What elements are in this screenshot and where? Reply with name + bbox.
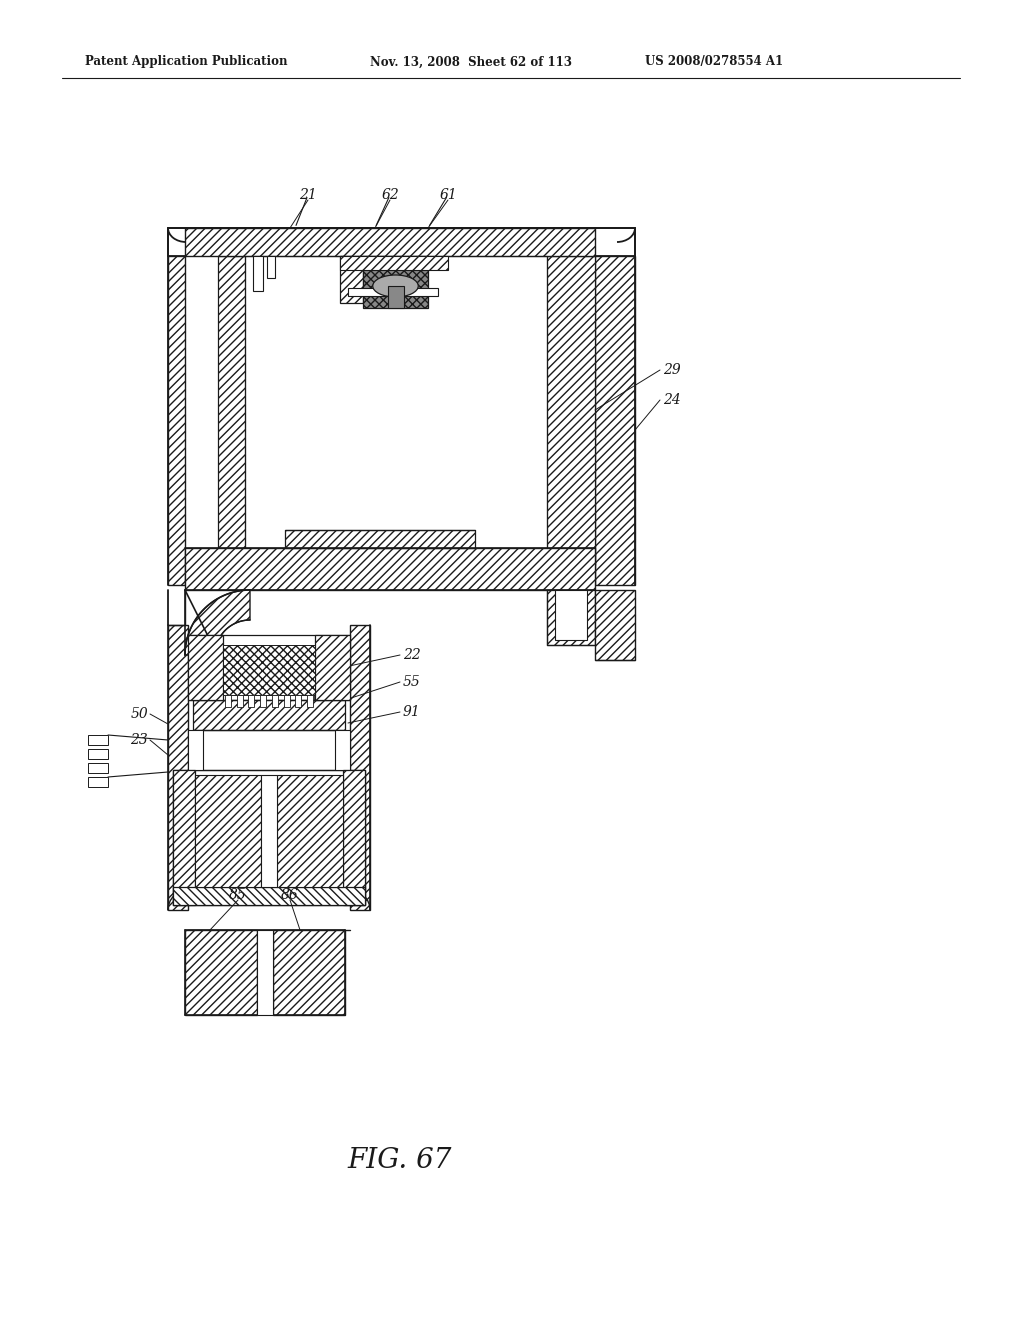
Bar xyxy=(387,286,403,308)
Text: FIG. 67: FIG. 67 xyxy=(348,1147,453,1173)
Polygon shape xyxy=(315,635,350,700)
Bar xyxy=(267,256,275,279)
Text: 61: 61 xyxy=(439,187,457,202)
Polygon shape xyxy=(188,635,223,700)
Polygon shape xyxy=(348,288,438,296)
Bar xyxy=(88,763,108,774)
Polygon shape xyxy=(278,775,343,887)
Polygon shape xyxy=(173,887,365,906)
Bar xyxy=(257,931,273,1015)
Bar xyxy=(225,696,231,708)
Text: 62: 62 xyxy=(381,187,399,202)
Text: 24: 24 xyxy=(663,393,681,407)
Polygon shape xyxy=(185,931,257,1015)
Polygon shape xyxy=(340,256,362,304)
Polygon shape xyxy=(350,624,370,909)
Text: US 2008/0278554 A1: US 2008/0278554 A1 xyxy=(645,55,783,69)
Polygon shape xyxy=(195,775,261,887)
Polygon shape xyxy=(595,256,635,585)
Polygon shape xyxy=(185,548,595,590)
Text: 91: 91 xyxy=(403,705,421,719)
Text: 29: 29 xyxy=(663,363,681,378)
Polygon shape xyxy=(168,624,188,909)
Text: 21: 21 xyxy=(299,187,316,202)
Bar xyxy=(295,696,301,708)
Polygon shape xyxy=(335,730,350,770)
Text: 85: 85 xyxy=(229,888,247,902)
Polygon shape xyxy=(273,931,345,1015)
Bar xyxy=(307,696,313,708)
Polygon shape xyxy=(595,590,635,660)
Bar xyxy=(260,696,266,708)
Text: 22: 22 xyxy=(403,648,421,663)
Bar xyxy=(88,748,108,759)
Polygon shape xyxy=(193,700,345,730)
Bar xyxy=(237,696,243,708)
Ellipse shape xyxy=(373,275,418,297)
Polygon shape xyxy=(185,228,595,256)
Text: 86: 86 xyxy=(282,888,299,902)
Text: 55: 55 xyxy=(403,675,421,689)
Bar xyxy=(555,590,587,640)
Polygon shape xyxy=(343,770,365,906)
Polygon shape xyxy=(547,256,595,565)
Bar xyxy=(253,256,263,290)
Bar xyxy=(88,777,108,787)
Polygon shape xyxy=(185,590,250,655)
Polygon shape xyxy=(285,531,475,548)
Bar xyxy=(284,696,290,708)
Polygon shape xyxy=(223,645,315,696)
Bar xyxy=(88,735,108,744)
Polygon shape xyxy=(340,256,449,271)
Text: Patent Application Publication: Patent Application Publication xyxy=(85,55,288,69)
Bar xyxy=(168,228,635,256)
Polygon shape xyxy=(168,256,185,585)
Polygon shape xyxy=(362,256,428,308)
Bar xyxy=(271,696,278,708)
Polygon shape xyxy=(547,590,595,645)
Bar xyxy=(173,770,365,906)
Polygon shape xyxy=(218,256,245,565)
Bar xyxy=(249,696,254,708)
Text: 23: 23 xyxy=(130,733,148,747)
Bar xyxy=(261,775,278,887)
Text: Nov. 13, 2008  Sheet 62 of 113: Nov. 13, 2008 Sheet 62 of 113 xyxy=(370,55,572,69)
Polygon shape xyxy=(188,730,203,770)
Text: 50: 50 xyxy=(130,708,148,721)
Polygon shape xyxy=(173,770,195,906)
